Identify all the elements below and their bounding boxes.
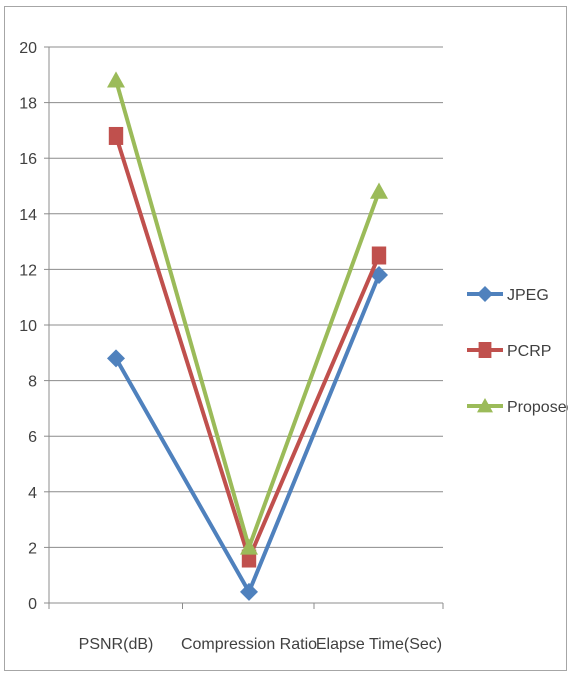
legend-label: PCRP — [507, 343, 551, 360]
data-point-pcrp — [108, 126, 124, 145]
legend-entry-pcrp: PCRP — [467, 342, 551, 360]
x-category-label: Compression Ratio — [181, 636, 317, 653]
legend-label: JPEG — [507, 287, 549, 304]
y-tick-label: 20 — [19, 40, 37, 57]
legend-entry-proposed: Proposed — [467, 398, 571, 416]
y-tick-label: 6 — [28, 429, 37, 446]
data-point-jpeg — [107, 349, 125, 368]
y-tick-label: 16 — [19, 151, 37, 168]
y-tick-label: 2 — [28, 540, 37, 557]
series-line-proposed — [114, 79, 381, 550]
legend-swatch-marker — [477, 286, 493, 302]
series-line-pcrp — [114, 135, 381, 561]
series — [107, 71, 388, 601]
y-tick-label: 14 — [19, 207, 37, 224]
gridlines — [49, 46, 443, 548]
y-tick-label: 12 — [19, 262, 37, 279]
y-tick-label: 18 — [19, 96, 37, 113]
legend-swatch-marker — [478, 342, 492, 358]
data-point-pcrp — [371, 246, 387, 265]
y-tick-label: 4 — [28, 485, 37, 502]
legend: JPEG PCRP Proposed — [467, 286, 571, 416]
data-point-proposed — [107, 71, 125, 88]
legend-swatch-marker — [477, 398, 493, 413]
x-category-label: PSNR(dB) — [79, 636, 154, 653]
legend-label: Proposed — [507, 399, 568, 416]
series-proposed — [107, 71, 388, 555]
data-point-proposed — [240, 538, 258, 555]
y-tick-label: 0 — [28, 596, 37, 613]
line-chart: 0 2 4 6 8 10 12 14 16 18 20 PSNR(dB) Compression Rat… — [19, 40, 571, 653]
axes: 0 2 4 6 8 10 12 14 16 18 20 PSNR(dB) Compression Rat… — [19, 40, 444, 653]
legend-entry-jpeg: JPEG — [467, 286, 549, 304]
x-category-label: Elapse Time(Sec) — [316, 636, 442, 653]
data-point-jpeg — [240, 582, 258, 601]
series-pcrp — [108, 126, 387, 568]
chart-frame: 0 2 4 6 8 10 12 14 16 18 20 PSNR(dB) Compression Rat… — [4, 6, 571, 671]
y-tick-label: 8 — [28, 374, 37, 391]
data-point-proposed — [370, 182, 388, 199]
y-tick-label: 10 — [19, 318, 37, 335]
series-jpeg — [107, 265, 388, 601]
